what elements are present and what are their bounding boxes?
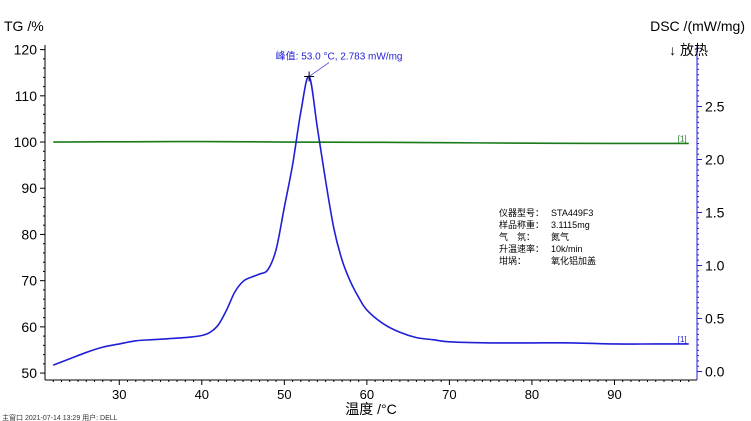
series-layer: [1] [1] [52, 75, 689, 366]
info-value-4: 氧化铝加盖 [551, 255, 596, 266]
info-value-2: 氮气 [551, 231, 569, 242]
info-label-4: 坩埚： [499, 255, 526, 266]
y-left-tick-label-7: 120 [14, 42, 38, 58]
y-right-tick-label-5: 2.5 [705, 98, 725, 114]
y-left-tick-label-0: 50 [21, 365, 37, 381]
y-right-tick-label-3: 1.5 [705, 205, 725, 221]
info-value-1: 3.1115mg [551, 220, 590, 230]
series-end-marker-0: [1] [678, 134, 687, 143]
y-left-tick-label-3: 80 [21, 226, 37, 242]
annotation-layer: 峰值: 53.0 °C, 2.783 mW/mg [276, 49, 403, 82]
y-right-axis-label: DSC /(mW/mg) [650, 18, 745, 34]
exo-direction-label: ↓ 放热 [669, 42, 708, 58]
y-left-tick-label-5: 100 [14, 134, 38, 150]
y-right-tick-label-2: 1.0 [705, 258, 725, 274]
x-tick-label-0: 30 [112, 387, 126, 402]
x-tick-label-6: 90 [607, 387, 621, 402]
peak-annotation-0: 峰值: 53.0 °C, 2.783 mW/mg [276, 49, 403, 62]
info-label-0: 仪器型号： [499, 208, 544, 218]
y-left-tick-label-4: 90 [21, 180, 37, 196]
x-tick-label-1: 40 [195, 387, 209, 402]
y-left-tick-label-6: 110 [15, 88, 38, 104]
x-tick-label-3: 60 [360, 387, 374, 402]
x-tick-label-4: 70 [442, 387, 456, 402]
x-axis-label: 温度 /°C [345, 401, 397, 417]
y-right-tick-label-4: 2.0 [705, 151, 725, 167]
y-right-tick-label-1: 0.5 [705, 311, 725, 327]
info-value-0: STA449F3 [551, 208, 593, 218]
info-value-3: 10k/min [551, 244, 583, 254]
y-left-tick-label-2: 70 [21, 273, 37, 289]
x-tick-label-2: 50 [277, 387, 291, 402]
footer-text: 主窗口 2021-07-14 13:29 用户: DELL [2, 413, 118, 421]
y-right-tick-label-0: 0.0 [705, 364, 725, 380]
series-end-marker-1: [1] [678, 335, 687, 344]
info-label-2: 气 氛： [499, 231, 535, 242]
series-line-dsc [52, 75, 689, 366]
series-line-tg [53, 140, 689, 145]
y-left-axis-label: TG /% [4, 18, 44, 34]
peak-leader-line [308, 62, 330, 77]
info-label-1: 样品称重： [499, 219, 544, 230]
info-label-3: 升温速率： [499, 243, 544, 254]
axis-ticks: 30 40 50 60 70 80 90 50 60 70 80 90 100 110 120 0.0 0.5 1… [14, 42, 725, 402]
y-left-tick-label-1: 60 [21, 319, 37, 335]
x-tick-label-5: 80 [525, 387, 539, 402]
